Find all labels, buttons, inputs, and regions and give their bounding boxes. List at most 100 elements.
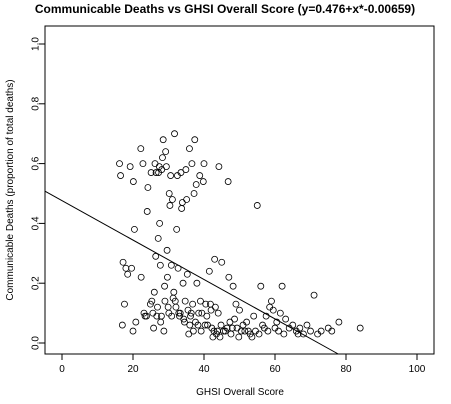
data-point bbox=[181, 297, 189, 305]
data-point bbox=[132, 318, 140, 326]
data-point bbox=[194, 321, 202, 329]
data-point bbox=[317, 327, 325, 335]
data-point bbox=[310, 291, 318, 299]
data-point bbox=[335, 318, 343, 326]
chart-title: Communicable Deaths vs GHSI Overall Scor… bbox=[35, 2, 415, 16]
data-point bbox=[129, 327, 137, 335]
data-point bbox=[211, 303, 219, 311]
data-point bbox=[214, 309, 222, 317]
data-point bbox=[164, 273, 171, 281]
data-point bbox=[129, 178, 137, 185]
data-point bbox=[152, 252, 160, 260]
data-point bbox=[176, 309, 184, 317]
regression-line bbox=[44, 190, 339, 355]
y-tick-label-0.4: 0.4 bbox=[31, 216, 42, 230]
data-point bbox=[117, 172, 124, 179]
data-point bbox=[156, 219, 164, 227]
data-point bbox=[124, 270, 132, 278]
data-point bbox=[197, 327, 205, 335]
data-point bbox=[215, 163, 223, 170]
data-point bbox=[183, 196, 191, 203]
data-point bbox=[198, 309, 206, 317]
data-point bbox=[211, 255, 219, 263]
data-point bbox=[172, 303, 180, 311]
data-point bbox=[167, 172, 175, 179]
x-axis-label: GHSI Overall Score bbox=[196, 387, 284, 398]
data-point bbox=[187, 309, 195, 317]
data-point bbox=[243, 318, 251, 326]
data-point bbox=[189, 300, 197, 308]
data-point bbox=[255, 330, 263, 338]
y-tick-label-1: 1.0 bbox=[31, 37, 42, 51]
data-point bbox=[143, 312, 150, 320]
data-point bbox=[232, 300, 240, 308]
data-point bbox=[237, 327, 245, 335]
data-point bbox=[131, 225, 138, 233]
x-tick-label-60: 60 bbox=[269, 364, 281, 375]
data-point bbox=[178, 199, 186, 206]
data-point bbox=[225, 273, 233, 281]
data-point bbox=[121, 300, 128, 308]
data-point bbox=[182, 166, 190, 173]
data-points bbox=[116, 130, 364, 341]
data-point bbox=[218, 258, 226, 266]
data-point bbox=[235, 333, 243, 341]
data-point bbox=[294, 330, 302, 338]
data-point bbox=[154, 303, 161, 311]
data-point bbox=[233, 324, 241, 332]
data-point bbox=[169, 196, 176, 203]
data-point bbox=[188, 160, 196, 168]
y-axis-label: Communicable Deaths (proportion of total… bbox=[5, 79, 16, 300]
data-point bbox=[191, 136, 199, 144]
data-point bbox=[180, 315, 188, 323]
data-point bbox=[296, 324, 304, 332]
data-point bbox=[187, 312, 194, 320]
data-point bbox=[157, 312, 165, 320]
data-point bbox=[264, 327, 272, 335]
data-point bbox=[224, 178, 232, 185]
data-point bbox=[195, 309, 203, 317]
data-point bbox=[248, 333, 256, 341]
data-point bbox=[177, 169, 185, 176]
data-point bbox=[228, 324, 236, 332]
data-point bbox=[189, 327, 197, 335]
data-point bbox=[168, 312, 176, 320]
data-point bbox=[307, 327, 314, 335]
data-point bbox=[118, 321, 126, 329]
data-point bbox=[159, 154, 166, 162]
data-point bbox=[190, 190, 198, 197]
data-point bbox=[278, 282, 286, 290]
data-point bbox=[241, 327, 249, 335]
data-point bbox=[200, 160, 208, 168]
data-point bbox=[161, 297, 169, 305]
data-point bbox=[157, 318, 165, 326]
data-point bbox=[250, 312, 258, 320]
x-tick-label-20: 20 bbox=[127, 364, 139, 375]
data-point bbox=[197, 297, 204, 305]
data-point bbox=[356, 324, 364, 332]
data-point bbox=[164, 303, 172, 311]
data-point bbox=[171, 130, 178, 138]
data-point bbox=[128, 264, 135, 272]
data-point bbox=[205, 267, 213, 275]
x-tick-label-0: 0 bbox=[59, 364, 65, 375]
data-point bbox=[216, 333, 224, 341]
data-point bbox=[116, 160, 123, 168]
data-point bbox=[231, 315, 238, 323]
data-point bbox=[153, 312, 161, 320]
data-point bbox=[162, 163, 170, 170]
data-point bbox=[154, 234, 162, 242]
data-point bbox=[282, 315, 290, 323]
data-point bbox=[303, 321, 311, 329]
y-tick-label-0.8: 0.8 bbox=[31, 96, 42, 110]
data-point bbox=[227, 330, 235, 338]
data-point bbox=[160, 327, 168, 335]
data-point bbox=[193, 279, 201, 287]
data-point bbox=[269, 306, 277, 314]
data-point bbox=[166, 202, 174, 209]
data-point bbox=[229, 282, 237, 290]
data-point bbox=[289, 321, 297, 329]
data-point bbox=[207, 306, 215, 314]
data-point bbox=[276, 309, 284, 317]
